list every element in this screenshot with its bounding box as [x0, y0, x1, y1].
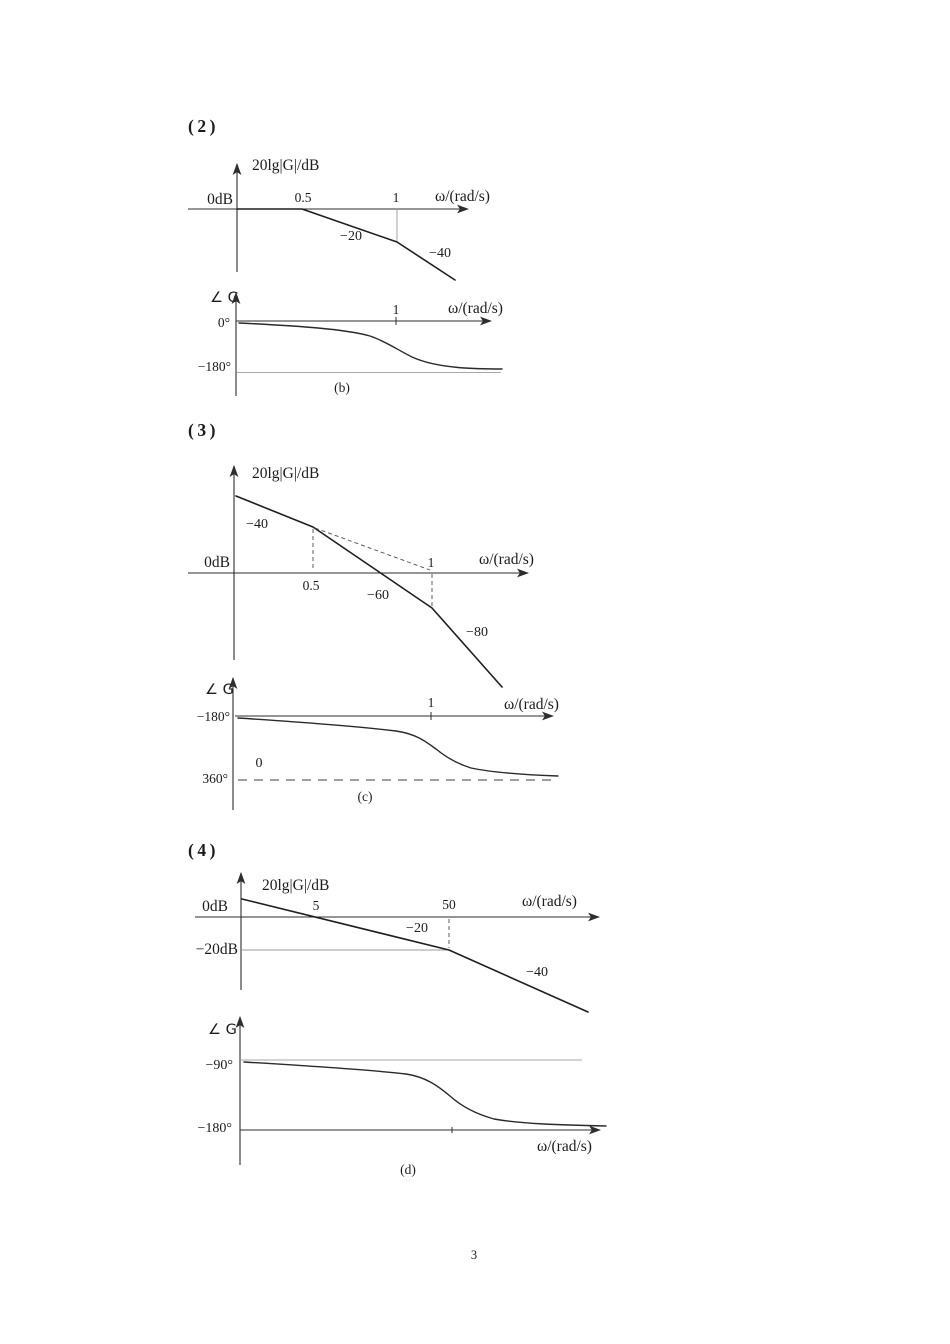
frequency-axis-label: ω/(rad/s) — [479, 551, 534, 568]
magnitude-curve — [241, 898, 589, 1013]
zero-db-label: 0dB — [204, 554, 230, 571]
zero-annotation: 0 — [256, 756, 263, 771]
crossover-frequency-5-label: 5 — [313, 898, 320, 913]
slope-minus40-label: −40 — [246, 517, 268, 532]
fig-c-phase-plot: ∠ G −180° 1 ω/(rad/s) 0 360° (c) — [197, 676, 559, 810]
slope-minus40-label: −40 — [429, 246, 451, 261]
phase-axis-label: ∠ G — [205, 682, 234, 698]
phase-curve — [237, 717, 559, 777]
phase-axis-label: ∠ G — [210, 290, 239, 306]
break-frequency-1-label: 1 — [428, 555, 435, 570]
section-4-label: (4) — [188, 840, 219, 860]
magnitude-axis-label: 20lg|G|/dB — [252, 465, 319, 482]
tick-1-label: 1 — [428, 695, 435, 710]
phase-axis-label: ∠ G — [208, 1022, 237, 1038]
section-2-label: (2) — [188, 116, 219, 136]
fig-d-magnitude-plot: 20lg|G|/dB 0dB 5 50 ω/(rad/s) −20dB −20 … — [195, 871, 601, 1013]
slope-minus40-label: −40 — [526, 965, 548, 980]
magnitude-axis-label: 20lg|G|/dB — [262, 877, 329, 894]
break-frequency-50-label: 50 — [442, 897, 456, 912]
minus180-deg-label: −180° — [197, 709, 230, 724]
magnitude-curve — [235, 495, 503, 688]
deg-360-label: 360° — [202, 771, 228, 786]
frequency-axis-label: ω/(rad/s) — [435, 188, 490, 205]
page-number: 3 — [471, 1248, 477, 1262]
phase-curve — [243, 1061, 607, 1127]
slope-minus20-label: −20 — [340, 229, 362, 244]
frequency-axis-label: ω/(rad/s) — [537, 1138, 592, 1155]
section-2: (2) 20lg|G|/dB 0dB 0.5 1 ω/(rad/s) −20 −… — [188, 116, 503, 396]
section-3: (3) 20lg|G|/dB −40 0dB 0.5 −60 1 ω/(rad/… — [188, 420, 559, 810]
caption-c: (c) — [358, 789, 373, 804]
fig-c-magnitude-plot: 20lg|G|/dB −40 0dB 0.5 −60 1 ω/(rad/s) −… — [188, 464, 534, 688]
section-4: (4) 20lg|G|/dB 0dB 5 50 ω/(rad/s) −20dB … — [188, 840, 607, 1177]
caption-b: (b) — [334, 380, 350, 395]
minus180-deg-label: −180° — [198, 359, 231, 374]
zero-deg-label: 0° — [218, 315, 230, 330]
section-3-label: (3) — [188, 420, 219, 440]
zero-db-label: 0dB — [207, 191, 233, 208]
fig-d-phase-plot: ∠ G −90° −180° ω/(rad/s) (d) — [198, 1015, 607, 1177]
fig-b-magnitude-plot: 20lg|G|/dB 0dB 0.5 1 ω/(rad/s) −20 −40 — [188, 157, 490, 281]
break-frequency-1-label: 1 — [393, 190, 400, 205]
dashed-asymptote-extension — [314, 527, 431, 571]
tick-1-label: 1 — [393, 302, 400, 317]
slope-minus60-label: −60 — [367, 588, 389, 603]
slope-minus20-label: −20 — [406, 921, 428, 936]
frequency-axis-label: ω/(rad/s) — [448, 300, 503, 317]
phase-curve — [238, 322, 503, 370]
magnitude-curve — [236, 208, 456, 281]
minus20-db-label: −20dB — [196, 941, 238, 958]
caption-d: (d) — [400, 1162, 416, 1177]
break-frequency-0p5-label: 0.5 — [303, 578, 320, 593]
break-frequency-0p5-label: 0.5 — [295, 190, 312, 205]
minus90-deg-label: −90° — [206, 1058, 234, 1073]
zero-db-label: 0dB — [202, 898, 228, 915]
frequency-axis-label: ω/(rad/s) — [522, 893, 577, 910]
fig-b-phase-plot: ∠ G 1 ω/(rad/s) 0° −180° (b) — [198, 290, 503, 396]
frequency-axis-label: ω/(rad/s) — [504, 696, 559, 713]
minus180-deg-label: −180° — [198, 1121, 233, 1136]
slope-minus80-label: −80 — [466, 625, 488, 640]
magnitude-axis-label: 20lg|G|/dB — [252, 157, 319, 174]
